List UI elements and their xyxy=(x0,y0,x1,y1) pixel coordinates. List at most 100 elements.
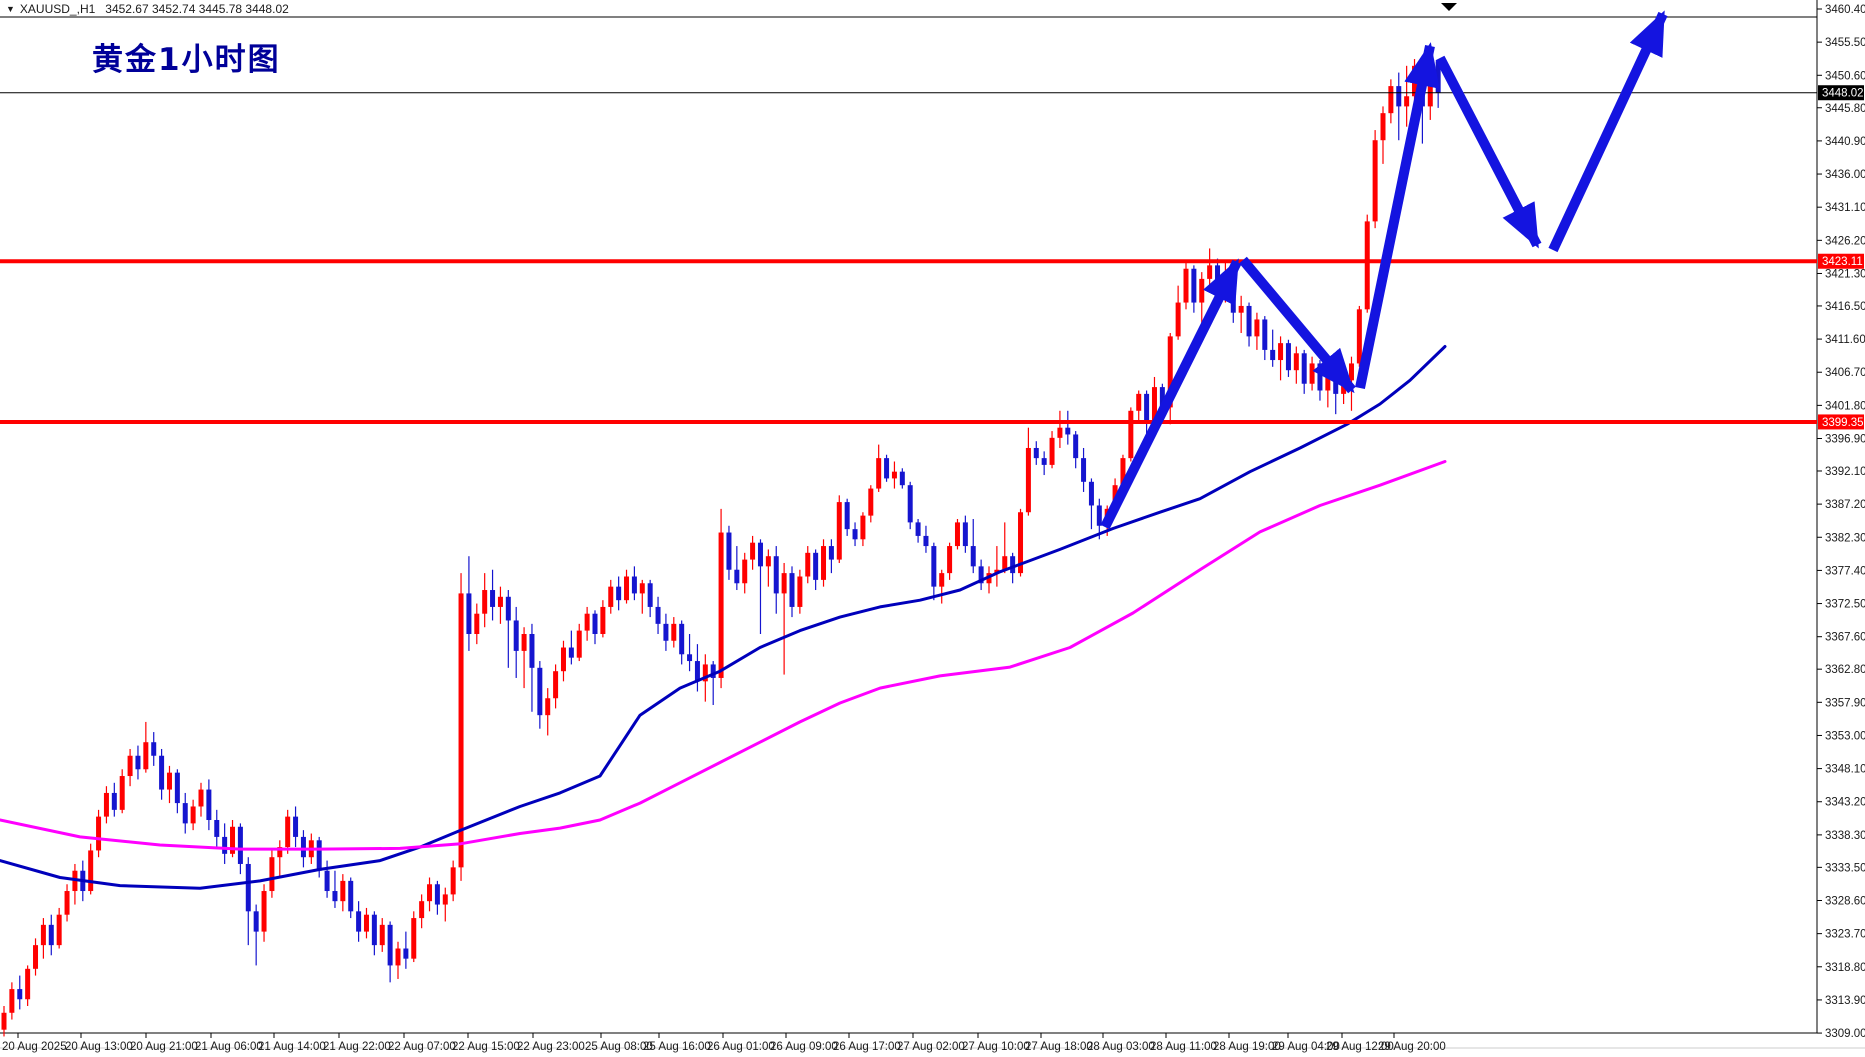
candle xyxy=(198,782,204,817)
price-axis-label: 3421.30 xyxy=(1825,268,1865,280)
candle xyxy=(1081,447,1087,492)
trend-arrow-up[interactable] xyxy=(1355,42,1440,390)
candle xyxy=(687,633,693,672)
price-axis-label: 3362.80 xyxy=(1825,664,1865,676)
candle xyxy=(174,769,180,814)
candle xyxy=(860,512,866,547)
candle xyxy=(9,982,15,1020)
time-axis-label: 22 Aug 07:00 xyxy=(388,1041,456,1053)
candle xyxy=(734,546,740,591)
candle xyxy=(253,904,259,966)
trend-arrows[interactable] xyxy=(1100,10,1668,530)
candle xyxy=(868,485,874,523)
candle xyxy=(521,627,527,689)
candle xyxy=(773,546,779,614)
horizontal-levels[interactable]: 3423.11 3399.35 xyxy=(0,253,1864,430)
candle xyxy=(143,721,149,773)
price-axis-label: 3416.50 xyxy=(1825,301,1865,313)
candle xyxy=(1144,390,1150,435)
candle xyxy=(214,809,220,848)
candle xyxy=(293,806,299,848)
candle xyxy=(1262,316,1268,361)
time-axis-label: 26 Aug 01:00 xyxy=(707,1041,775,1053)
candle xyxy=(324,860,330,898)
candle xyxy=(427,877,433,912)
candle xyxy=(663,613,669,651)
candle xyxy=(986,566,992,594)
time-axis-label: 29 Aug 20:00 xyxy=(1378,1041,1446,1053)
candle xyxy=(828,539,834,574)
candle xyxy=(261,884,267,942)
price-axis-label: 3431.10 xyxy=(1825,202,1865,214)
page-title: 黄金1小时图 xyxy=(92,42,281,78)
candle xyxy=(600,600,606,638)
ma-fast-line[interactable] xyxy=(0,345,1447,890)
price-axis-label: 3382.30 xyxy=(1825,532,1865,544)
candle xyxy=(1199,272,1205,330)
symbol-timeframe-label: XAUUSD_,H1 xyxy=(19,2,96,16)
candle xyxy=(1167,332,1173,425)
candle xyxy=(497,586,503,624)
price-axis-label: 3392.10 xyxy=(1825,466,1865,478)
candle xyxy=(72,863,78,905)
candle xyxy=(1325,366,1331,408)
candle xyxy=(88,843,94,895)
candle xyxy=(789,566,795,618)
time-axis-label: 25 Aug 08:00 xyxy=(585,1041,653,1053)
candle xyxy=(505,590,511,668)
candle xyxy=(978,559,984,591)
time-axis-label: 21 Aug 14:00 xyxy=(258,1041,326,1053)
candle xyxy=(694,644,700,692)
time-axis-label: 21 Aug 06:00 xyxy=(195,1041,263,1053)
candle xyxy=(742,552,748,594)
trend-arrow-up[interactable] xyxy=(1548,10,1668,253)
candle xyxy=(119,769,125,814)
candle xyxy=(1317,360,1323,401)
price-axis-label: 3377.40 xyxy=(1825,565,1865,577)
price-axis-label: 3450.60 xyxy=(1825,70,1865,82)
candle xyxy=(1254,312,1260,350)
price-axis-label: 3309.00 xyxy=(1825,1028,1865,1040)
trend-arrow-down[interactable] xyxy=(1239,256,1356,394)
candle xyxy=(836,495,842,563)
ma-slow-line[interactable] xyxy=(0,460,1447,851)
candle xyxy=(190,799,196,831)
price-axis-label: 3313.90 xyxy=(1825,995,1865,1007)
candle xyxy=(529,623,535,712)
candle xyxy=(40,918,46,959)
candle xyxy=(560,640,566,682)
moving-averages[interactable] xyxy=(0,345,1447,890)
trend-arrow-down[interactable] xyxy=(1435,55,1542,249)
price-axis[interactable]: 3460.40 3455.50 3450.60 3445.80 3440.90 3436.… xyxy=(1817,4,1865,1040)
candle xyxy=(1175,285,1181,340)
price-axis-label: 3401.80 xyxy=(1825,400,1865,412)
symbol-dropdown-icon[interactable]: ▼ xyxy=(6,4,15,14)
time-axis-label: 27 Aug 02:00 xyxy=(897,1041,965,1053)
time-axis-label: 20 Aug 13:00 xyxy=(65,1041,133,1053)
candle xyxy=(1033,441,1039,465)
candle xyxy=(821,539,827,587)
candle xyxy=(1025,427,1031,516)
candle xyxy=(450,860,456,902)
candle xyxy=(537,661,543,729)
candle xyxy=(1404,65,1410,127)
candle xyxy=(1364,214,1370,313)
chart-header: ▼ XAUUSD_,H1 3452.67 3452.74 3445.78 3448.… xyxy=(6,2,289,16)
trend-arrow-up[interactable] xyxy=(1100,258,1242,530)
candle xyxy=(1372,130,1378,229)
candle xyxy=(403,931,409,969)
candle xyxy=(1380,106,1386,164)
price-axis-label: 3348.10 xyxy=(1825,764,1865,776)
candle xyxy=(419,894,425,929)
candle xyxy=(48,914,54,956)
candle xyxy=(1207,248,1213,290)
shift-marker-icon xyxy=(1441,3,1457,11)
candle xyxy=(994,546,1000,587)
candle xyxy=(379,918,385,952)
price-axis-label: 3460.40 xyxy=(1825,4,1865,16)
candle xyxy=(1309,356,1315,391)
candle xyxy=(182,792,188,834)
candle xyxy=(230,820,236,858)
